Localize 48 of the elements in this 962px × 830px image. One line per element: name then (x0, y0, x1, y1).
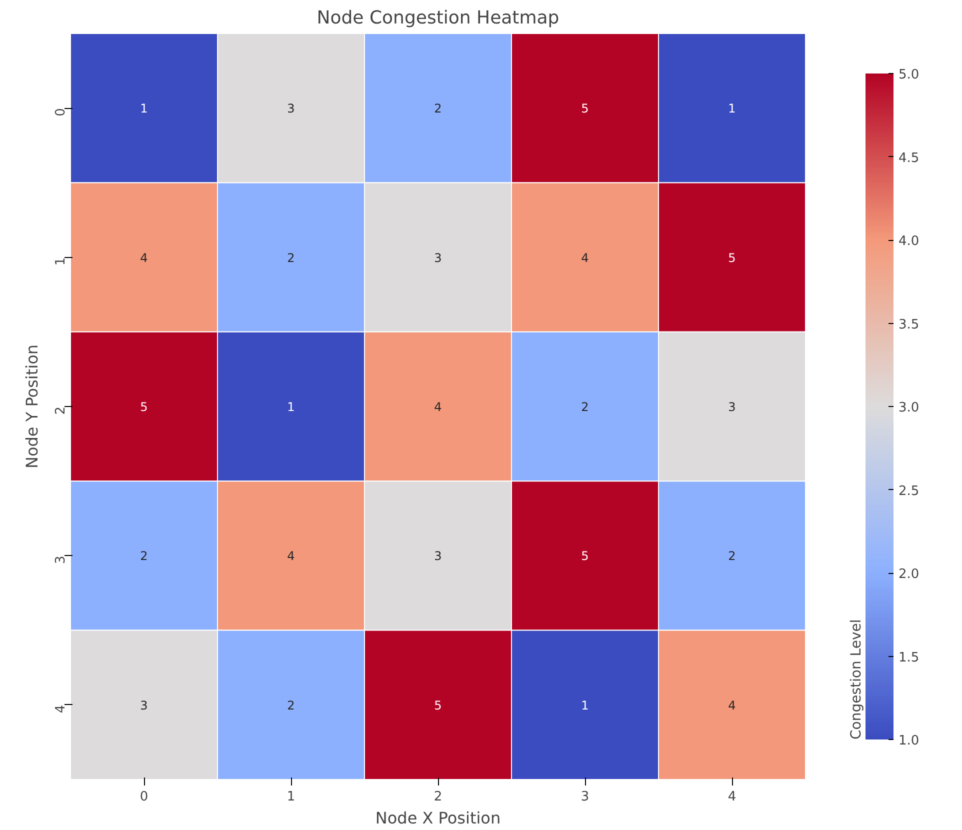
color-bar-label: 4.5 (898, 150, 920, 166)
data-label: 2 (287, 698, 295, 712)
chart-title: Node Congestion Heatmap (316, 8, 560, 28)
color-bar-label: 5.0 (898, 68, 920, 82)
data-label: 5 (434, 698, 442, 712)
y-tick-label: 1 (54, 257, 68, 266)
y-tick-label: 3 (54, 556, 68, 564)
x-tick-label: 2 (434, 790, 442, 804)
data-label: 1 (287, 400, 295, 414)
color-bar-label: 3.0 (898, 400, 920, 416)
y-tick-label: 4 (54, 704, 68, 714)
data-label: 5 (581, 549, 589, 564)
data-label: 1 (728, 102, 736, 116)
x-tick-label: 3 (580, 790, 590, 804)
data-label: 3 (434, 250, 442, 265)
data-label: 5 (728, 250, 736, 265)
y-tick-label: 0 (54, 108, 68, 116)
color-bar-label: 4.0 (898, 234, 920, 249)
data-label: 4 (728, 698, 736, 712)
data-label: 5 (581, 102, 589, 116)
data-label: 2 (140, 549, 148, 564)
data-label: 3 (728, 400, 736, 414)
data-label: 2 (728, 549, 736, 564)
x-tick-label: 4 (728, 790, 736, 804)
color-bar-label: 3.5 (898, 317, 920, 332)
x-axis-title: Node X Position (375, 808, 501, 828)
data-label: 1 (140, 102, 148, 116)
color-bar-label: 2.5 (898, 484, 920, 499)
data-label: 3 (140, 698, 148, 712)
data-label: 2 (581, 400, 589, 414)
data-label: 3 (287, 102, 295, 116)
color-bar-label: 1.5 (898, 650, 920, 666)
color-bar-label: 2.0 (898, 567, 920, 582)
color-bar-label: 1.0 (898, 734, 920, 748)
y-tick-label: 2 (54, 406, 68, 415)
x-tick-label: 0 (140, 790, 148, 804)
data-label: 2 (287, 250, 295, 265)
data-label: 3 (434, 549, 442, 564)
data-label: 4 (434, 400, 442, 414)
x-tick-label: 1 (286, 790, 296, 804)
color-bar-title: Congestion Level (848, 619, 864, 740)
data-label: 1 (581, 698, 589, 712)
data-label: 4 (581, 250, 589, 265)
y-axis-title: Node Y Position (22, 344, 42, 468)
data-label: 4 (287, 549, 295, 564)
data-label: 4 (140, 250, 148, 265)
data-label: 2 (434, 102, 442, 116)
data-label: 5 (140, 400, 148, 414)
